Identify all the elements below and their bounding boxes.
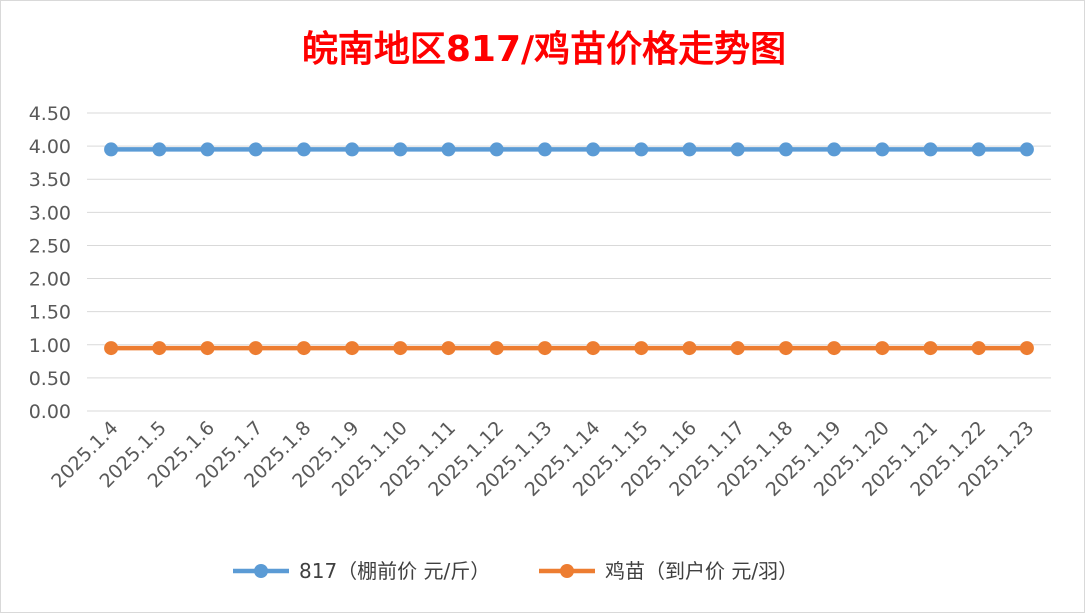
y-tick-label: 2.50 bbox=[29, 235, 71, 257]
data-point bbox=[537, 142, 552, 157]
data-point bbox=[1019, 142, 1034, 157]
y-tick-label: 0.00 bbox=[29, 401, 71, 423]
data-point bbox=[345, 341, 360, 356]
data-point bbox=[875, 341, 890, 356]
data-point bbox=[923, 341, 938, 356]
y-tick-label: 3.00 bbox=[29, 202, 71, 224]
series-1 bbox=[104, 142, 1034, 157]
data-point bbox=[248, 142, 263, 157]
data-point bbox=[345, 142, 360, 157]
data-point bbox=[875, 142, 890, 157]
data-point bbox=[971, 142, 986, 157]
data-point bbox=[682, 142, 697, 157]
data-point bbox=[778, 142, 793, 157]
data-point bbox=[152, 142, 167, 157]
y-tick-label: 4.00 bbox=[29, 136, 71, 158]
data-point bbox=[586, 142, 601, 157]
x-axis-ticks: 2025.1.42025.1.52025.1.62025.1.72025.1.8… bbox=[47, 417, 1038, 501]
y-axis-ticks: 0.00 0.50 1.00 1.50 2.00 2.50 3.00 3.50 4.00 4.50 bbox=[29, 103, 71, 423]
series-layer bbox=[104, 142, 1034, 356]
data-point bbox=[296, 142, 311, 157]
data-point bbox=[778, 341, 793, 356]
data-point bbox=[104, 142, 119, 157]
data-point bbox=[489, 341, 504, 356]
data-point bbox=[971, 341, 986, 356]
data-point bbox=[827, 341, 842, 356]
data-point bbox=[634, 142, 649, 157]
legend-item-1: 817（棚前价 元/斤） bbox=[233, 559, 490, 583]
legend-marker bbox=[560, 564, 574, 578]
data-point bbox=[200, 341, 215, 356]
data-point bbox=[441, 341, 456, 356]
y-tick-label: 1.00 bbox=[29, 335, 71, 357]
data-point bbox=[1019, 341, 1034, 356]
data-point bbox=[296, 341, 311, 356]
data-point bbox=[537, 341, 552, 356]
y-tick-label: 3.50 bbox=[29, 169, 71, 191]
data-point bbox=[393, 142, 408, 157]
legend-label: 817（棚前价 元/斤） bbox=[299, 559, 490, 583]
data-point bbox=[586, 341, 601, 356]
legend: 817（棚前价 元/斤） 鸡苗（到户价 元/羽） bbox=[233, 559, 798, 583]
data-point bbox=[248, 341, 263, 356]
data-point bbox=[200, 142, 215, 157]
grid-lines bbox=[87, 112, 1051, 412]
y-tick-label: 0.50 bbox=[29, 368, 71, 390]
y-tick-label: 1.50 bbox=[29, 302, 71, 324]
data-point bbox=[827, 142, 842, 157]
data-point bbox=[152, 341, 167, 356]
data-point bbox=[634, 341, 649, 356]
data-point bbox=[489, 142, 504, 157]
data-point bbox=[730, 341, 745, 356]
data-point bbox=[730, 142, 745, 157]
chart-title: 皖南地区817/鸡苗价格走势图 bbox=[302, 29, 786, 70]
y-tick-label: 4.50 bbox=[29, 103, 71, 125]
data-point bbox=[923, 142, 938, 157]
legend-item-2: 鸡苗（到户价 元/羽） bbox=[539, 559, 798, 583]
legend-label: 鸡苗（到户价 元/羽） bbox=[605, 559, 798, 583]
data-point bbox=[441, 142, 456, 157]
data-point bbox=[104, 341, 119, 356]
legend-marker bbox=[254, 564, 268, 578]
y-tick-label: 2.00 bbox=[29, 269, 71, 291]
data-point bbox=[393, 341, 408, 356]
series-2 bbox=[104, 341, 1034, 356]
data-point bbox=[682, 341, 697, 356]
